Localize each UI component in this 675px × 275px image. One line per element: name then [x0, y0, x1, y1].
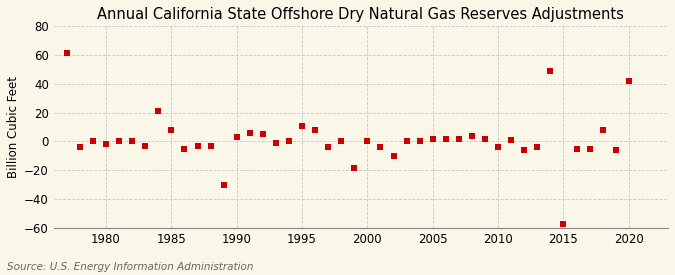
Point — [558, 222, 569, 226]
Point — [179, 147, 190, 151]
Point — [597, 128, 608, 132]
Point — [571, 147, 582, 151]
Point — [466, 133, 477, 138]
Point — [441, 136, 452, 141]
Point — [218, 183, 229, 187]
Point — [257, 132, 268, 136]
Point — [101, 142, 111, 147]
Point — [545, 68, 556, 73]
Point — [362, 139, 373, 144]
Y-axis label: Billion Cubic Feet: Billion Cubic Feet — [7, 76, 20, 178]
Point — [88, 139, 99, 144]
Point — [244, 131, 255, 135]
Point — [624, 79, 634, 83]
Point — [375, 145, 386, 150]
Point — [414, 139, 425, 144]
Point — [401, 139, 412, 144]
Point — [205, 144, 216, 148]
Point — [454, 136, 464, 141]
Point — [61, 51, 72, 56]
Point — [284, 139, 294, 144]
Point — [480, 136, 491, 141]
Point — [349, 165, 360, 170]
Point — [388, 154, 399, 158]
Point — [192, 144, 203, 148]
Point — [310, 128, 321, 132]
Point — [113, 139, 124, 144]
Point — [323, 145, 333, 150]
Point — [506, 138, 516, 142]
Point — [519, 148, 530, 152]
Point — [232, 135, 242, 139]
Point — [140, 144, 151, 148]
Text: Source: U.S. Energy Information Administration: Source: U.S. Energy Information Administ… — [7, 262, 253, 272]
Point — [610, 148, 621, 152]
Point — [153, 109, 164, 113]
Point — [336, 139, 347, 144]
Point — [74, 145, 85, 150]
Point — [532, 145, 543, 150]
Point — [493, 145, 504, 150]
Point — [427, 136, 438, 141]
Point — [166, 128, 177, 132]
Point — [271, 141, 281, 145]
Point — [585, 147, 595, 151]
Point — [297, 123, 308, 128]
Title: Annual California State Offshore Dry Natural Gas Reserves Adjustments: Annual California State Offshore Dry Nat… — [97, 7, 624, 22]
Point — [127, 139, 138, 144]
